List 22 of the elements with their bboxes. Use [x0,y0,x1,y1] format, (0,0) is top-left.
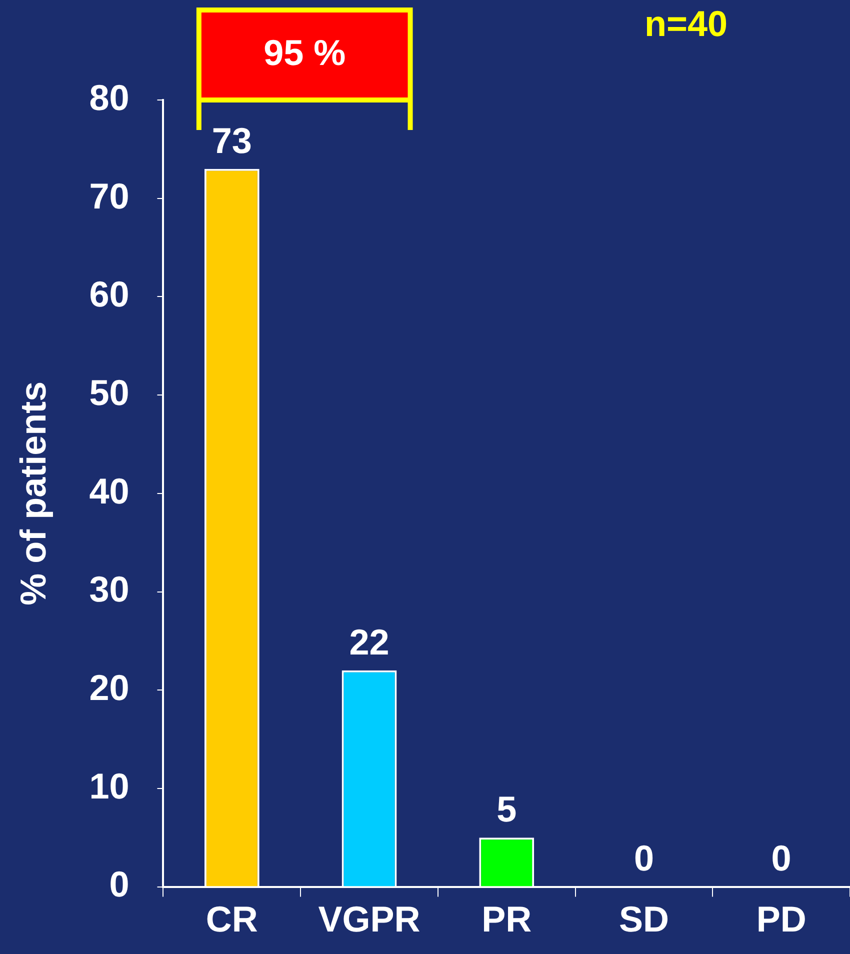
data-label: 22 [349,621,390,662]
data-label: 0 [771,838,792,879]
x-tick-label: SD [618,898,669,940]
x-tick-label: CR [206,898,258,940]
data-label: 0 [634,838,654,879]
data-label: 5 [496,788,517,830]
x-tick-label: PD [756,898,806,940]
y-tick-label: 70 [89,175,130,216]
text: n=40 [644,2,728,44]
x-tick-label: PR [482,898,532,940]
y-tick-label: 10 [89,765,130,806]
y-tick-label: 50 [89,372,130,413]
y-tick-label: 30 [89,568,130,610]
y-tick-label: 80 [89,76,130,118]
text: 95 % [264,32,346,73]
y-tick-label: 0 [109,864,130,905]
y-axis-title: % of patients [12,381,54,606]
x-tick-label: VGPR [318,898,420,940]
y-tick-label: 40 [89,470,130,512]
y-tick-label: 20 [89,667,130,708]
data-label: 73 [212,120,252,161]
y-tick-label: 60 [89,274,130,315]
